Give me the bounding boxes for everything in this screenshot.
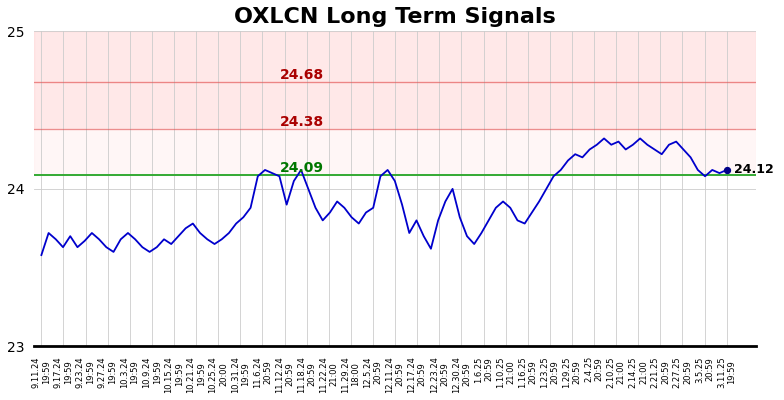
Text: 24.68: 24.68 — [279, 68, 324, 82]
Point — [720, 167, 733, 173]
Bar — [34, 31, 756, 82]
Bar — [34, 129, 756, 175]
Bar — [34, 82, 756, 129]
Text: 24.09: 24.09 — [279, 160, 324, 174]
Text: 24.38: 24.38 — [279, 115, 324, 129]
Text: 24.12: 24.12 — [734, 164, 774, 176]
Title: OXLCN Long Term Signals: OXLCN Long Term Signals — [234, 7, 556, 27]
